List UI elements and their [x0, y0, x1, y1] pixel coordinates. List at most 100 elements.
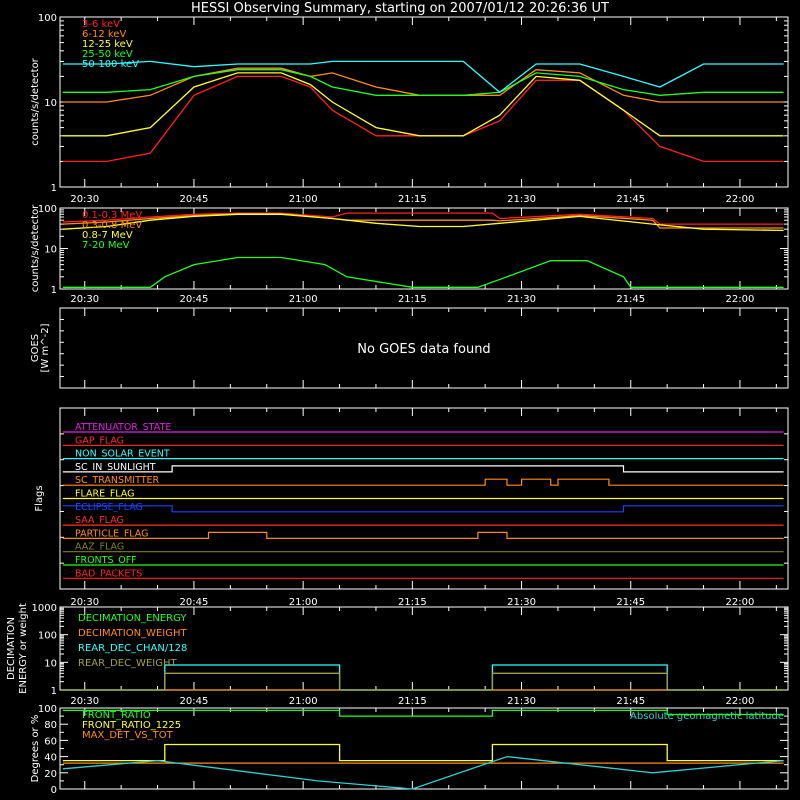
chart-panel-low-energy-rates: 20:30 20:45 21:00 21:15 21:30 21:45 22:00 1 10 10… — [30, 13, 789, 205]
x-tick-label: 21:45 — [616, 194, 645, 205]
chart-panel-flags: 20:30 20:45 21:00 21:15 21:30 21:45 22:00 Flags… — [34, 407, 789, 608]
x-tick-label: 21:15 — [398, 597, 427, 608]
y-tick-label: 1 — [51, 285, 57, 296]
y-tick-label: 0 — [51, 785, 57, 796]
chart-panel-decimation: 20:30 20:45 21:00 21:15 21:30 21:45 22:00 1 10 10… — [6, 603, 789, 707]
flag-label: SAA_FLAG — [75, 515, 124, 526]
y-tick-label: 1 — [51, 183, 57, 194]
flag-line — [62, 531, 784, 540]
no-data-annotation: No GOES data found — [357, 342, 490, 357]
legend-entry: REAR_DEC_CHAN/128 — [78, 643, 187, 654]
legend-entry: FRONT_RATIO_1225 — [82, 720, 181, 731]
y-tick-label: 1000 — [32, 603, 57, 614]
y-tick-label: 80 — [44, 720, 57, 731]
latitude-annotation: Absolute geomagnetic latitude — [630, 711, 784, 722]
x-tick-label: 22:00 — [726, 194, 755, 205]
flag-label: AAZ_FLAG — [75, 542, 124, 553]
x-tick-label: 21:15 — [398, 194, 427, 205]
flag-label: FRONTS_OFF — [75, 555, 137, 566]
x-tick-label: 20:45 — [180, 597, 209, 608]
y-axis-label: Degrees or % — [30, 715, 41, 783]
legend-entry: 0.3-0.8 MeV — [82, 220, 142, 231]
x-tick-label: 20:45 — [180, 696, 209, 707]
legend-entry: 3-6 keV — [82, 19, 120, 30]
flag-label: SC_IN_SUNLIGHT — [75, 462, 156, 473]
series-line — [62, 72, 784, 137]
x-tick-label: 21:45 — [616, 696, 645, 707]
series-line — [62, 709, 784, 717]
flag-label: ATTENUATOR_STATE — [75, 422, 171, 433]
flag-line — [62, 478, 784, 486]
legend-entry: REAR_DEC_WEIGHT — [78, 658, 177, 669]
y-tick-label: 10 — [44, 98, 57, 109]
y-axis-label: Flags — [34, 485, 45, 511]
panel-frame — [59, 407, 789, 590]
legend-entry: MAX_DET_VS_TOT — [82, 730, 174, 741]
legend-entry: FRONT_RATIO — [82, 710, 151, 721]
flag-label: SC_TRANSMITTER — [75, 475, 160, 486]
y-axis-label: counts/s/detector — [30, 57, 41, 145]
panel-frame — [59, 307, 789, 389]
chart-panel-goes: GOES [W m^-2] No GOES data found — [30, 307, 789, 389]
legend-entry: 12-25 keV — [82, 39, 133, 50]
series-line — [62, 755, 784, 790]
y-tick-label: 60 — [44, 736, 57, 747]
series-line — [62, 60, 784, 94]
x-tick-label: 21:00 — [289, 597, 318, 608]
y-tick-label: 10 — [44, 245, 57, 256]
y-tick-label: 1 — [51, 686, 57, 697]
x-tick-label: 21:30 — [507, 696, 536, 707]
y-axis-label: [W m^-2] — [40, 323, 51, 372]
series-line — [62, 212, 784, 225]
legend-entry: 0.1-0.3 MeV — [82, 210, 142, 221]
legend-entry: 6-12 keV — [82, 29, 126, 40]
x-tick-label: 21:30 — [507, 294, 536, 305]
series-line — [62, 213, 784, 232]
x-tick-label: 20:45 — [180, 194, 209, 205]
x-tick-label: 21:00 — [289, 194, 318, 205]
series-line — [62, 743, 784, 762]
y-tick-label: 100 — [38, 204, 57, 215]
y-tick-label: 10 — [44, 658, 57, 669]
y-tick-label: 100 — [38, 704, 57, 715]
legend-entry: DECIMATION_WEIGHT — [78, 628, 187, 639]
flag-line — [62, 505, 784, 513]
x-tick-label: 22:00 — [726, 696, 755, 707]
chart-panel-high-energy-rates: 20:30 20:45 21:00 21:15 21:30 21:45 22:00 1 10 10… — [30, 204, 789, 305]
x-tick-label: 21:15 — [398, 294, 427, 305]
x-tick-label: 21:15 — [398, 696, 427, 707]
legend-entry: 0.8-7 MeV — [82, 230, 133, 241]
page-title: HESSI Observing Summary, starting on 200… — [191, 1, 609, 16]
x-tick-label: 20:30 — [70, 294, 99, 305]
series-line — [62, 672, 784, 691]
y-tick-label: 100 — [38, 13, 57, 24]
x-tick-label: 20:30 — [70, 194, 99, 205]
x-tick-label: 20:30 — [70, 696, 99, 707]
legend-entry: 25-50 keV — [82, 49, 133, 60]
x-tick-label: 21:30 — [507, 194, 536, 205]
y-axis-label: ENERGY or weight — [18, 603, 29, 694]
x-tick-label: 20:45 — [180, 294, 209, 305]
x-tick-label: 22:00 — [726, 597, 755, 608]
series-line — [62, 69, 784, 96]
y-axis-label: DECIMATION — [6, 617, 17, 680]
y-axis-label: GOES — [30, 334, 41, 362]
x-tick-label: 21:45 — [616, 597, 645, 608]
y-axis-label: counts/s/detector — [30, 204, 41, 292]
flag-label: NON_SOLAR_EVENT — [75, 449, 170, 460]
y-tick-label: 20 — [44, 769, 57, 780]
x-tick-label: 22:00 — [726, 294, 755, 305]
y-tick-label: 100 — [38, 631, 57, 642]
x-tick-label: 21:45 — [616, 294, 645, 305]
flag-label: ECLIPSE_FLAG — [75, 502, 143, 513]
series-line — [62, 256, 784, 288]
flag-line — [62, 465, 784, 473]
legend-entry: DECIMATION_ENERGY — [78, 613, 187, 624]
x-tick-label: 20:30 — [70, 597, 99, 608]
legend-entry: 50-100 keV — [82, 59, 139, 70]
x-tick-label: 21:00 — [289, 696, 318, 707]
x-tick-label: 21:30 — [507, 597, 536, 608]
flag-label: GAP_FLAG — [75, 435, 124, 446]
